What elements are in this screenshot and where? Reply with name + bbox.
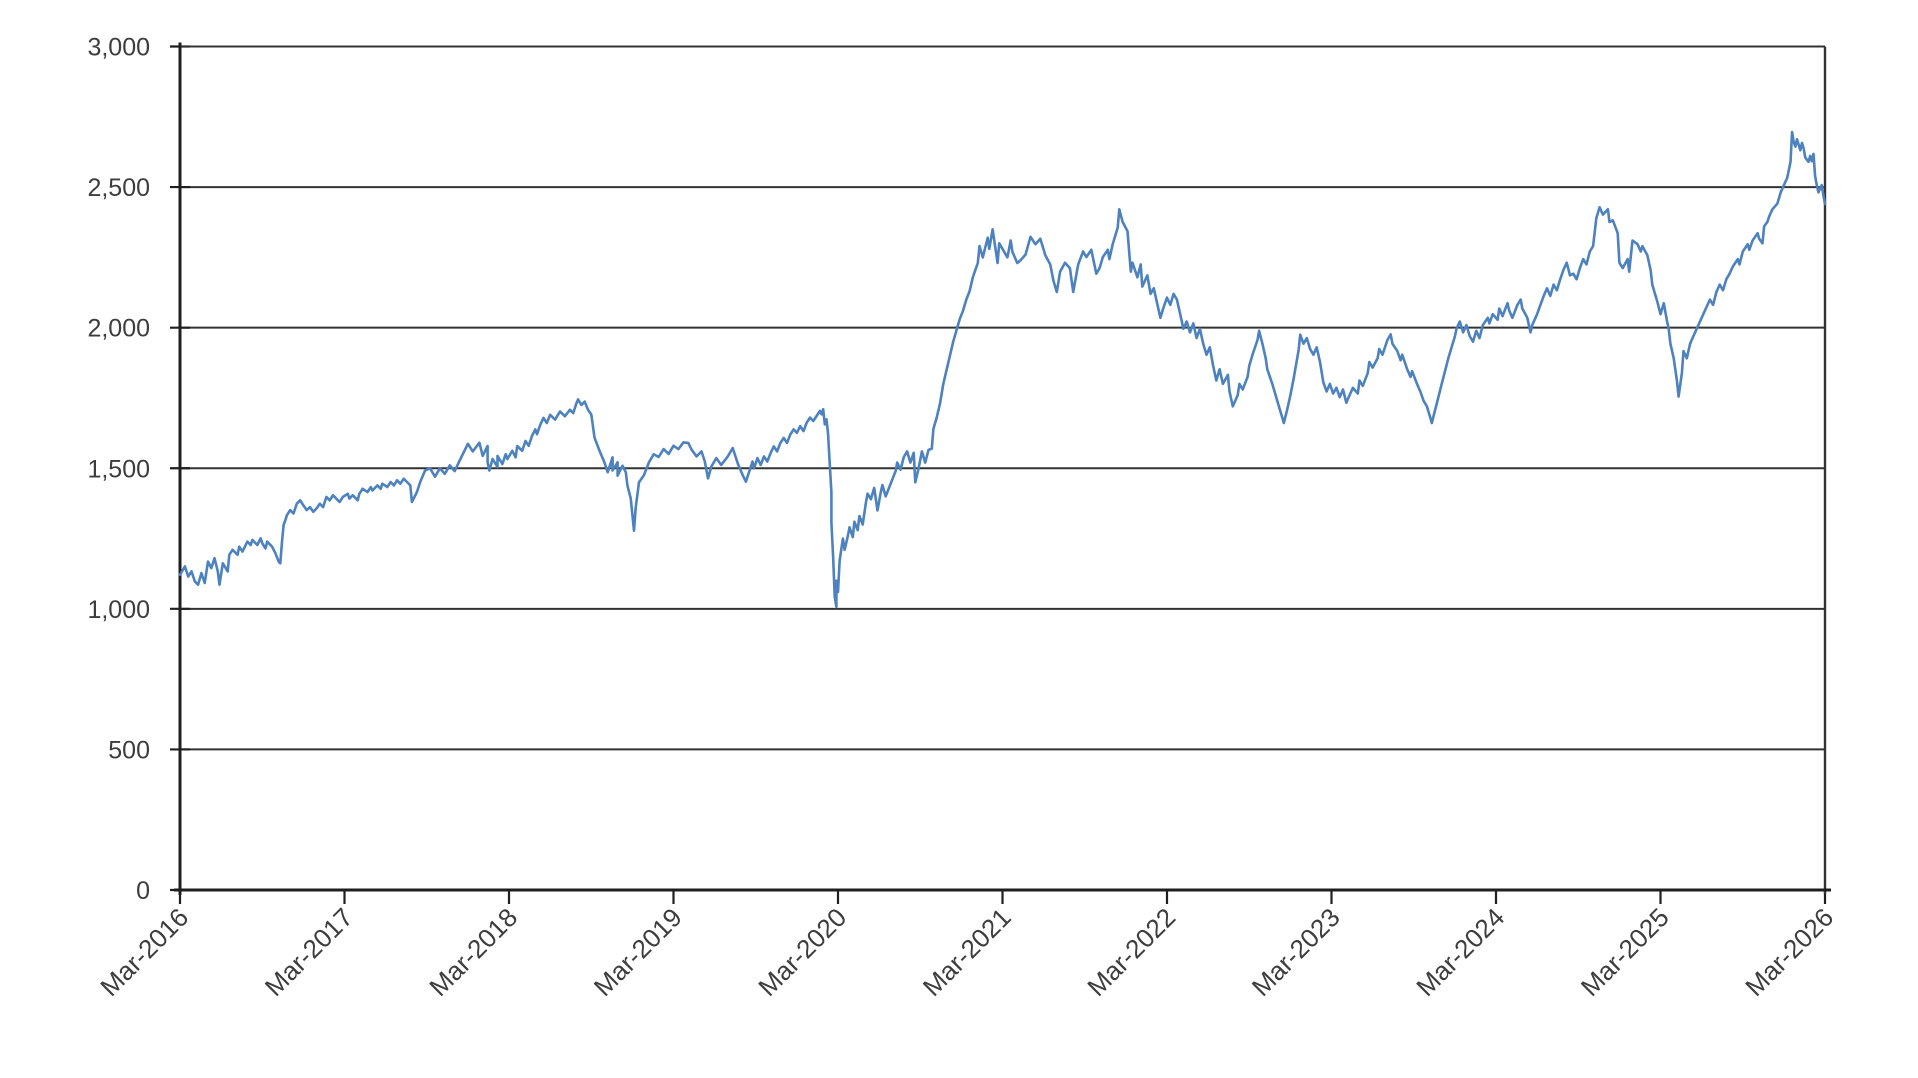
y-tick-label: 2,000 (87, 315, 150, 343)
y-tick-label: 1,000 (87, 596, 150, 624)
x-tick-label: Mar-2021 (917, 902, 1017, 1002)
x-tick-label: Mar-2020 (752, 902, 852, 1002)
y-tick-label: 1,500 (87, 455, 150, 483)
x-tick-label: Mar-2022 (1081, 902, 1181, 1002)
x-tick-label: Mar-2026 (1739, 902, 1839, 1002)
y-tick-label: 2,500 (87, 174, 150, 202)
y-tick-label: 3,000 (87, 34, 150, 62)
x-axis-labels: Mar-2016 Mar-2017 Mar-2018 Mar-2019 Mar-2020… (94, 902, 1839, 1002)
x-tick-label: Mar-2019 (588, 902, 688, 1002)
x-tick-label: Mar-2024 (1410, 902, 1510, 1002)
y-tick-label: 500 (108, 736, 150, 764)
x-tick-label: Mar-2017 (259, 902, 359, 1002)
y-axis-labels: 0 500 1,000 1,500 2,000 2,500 3,000 (87, 34, 150, 906)
gridlines (180, 45, 1825, 891)
series-line (178, 130, 1827, 609)
x-tick-label: Mar-2023 (1246, 902, 1346, 1002)
y-tick-label: 0 (136, 877, 150, 905)
x-tick-label: Mar-2018 (423, 902, 523, 1002)
x-tick-label: Mar-2025 (1575, 902, 1675, 1002)
x-axis-ticks (178, 890, 1827, 904)
x-tick-label: Mar-2016 (94, 902, 194, 1002)
